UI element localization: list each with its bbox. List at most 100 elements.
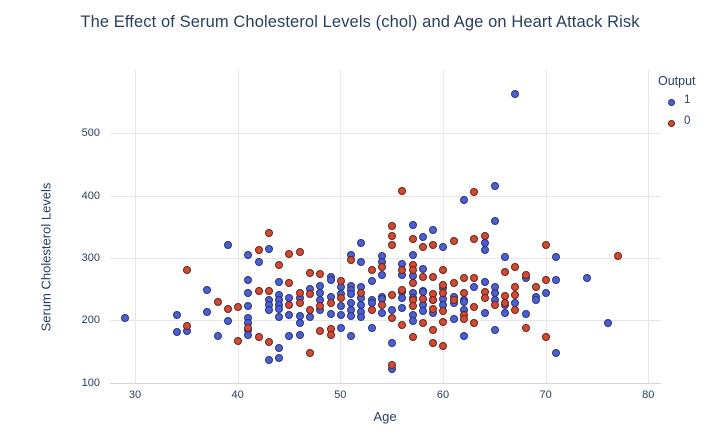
data-point: [460, 274, 468, 283]
x-tick-label: 50: [334, 389, 347, 401]
data-point: [480, 277, 489, 286]
y-tick-label: 400: [81, 189, 100, 202]
data-point: [244, 324, 253, 333]
data-point: [172, 328, 181, 337]
data-point: [501, 268, 510, 277]
x-tick-label: 60: [436, 389, 450, 401]
data-point: [234, 337, 243, 346]
data-point: [326, 298, 335, 307]
data-point: [367, 305, 376, 314]
data-point: [213, 297, 222, 306]
data-point: [295, 331, 304, 340]
data-point: [275, 260, 284, 269]
data-point: [460, 297, 468, 306]
data-point: [542, 333, 551, 342]
data-point: [439, 243, 448, 252]
data-point: [377, 263, 386, 272]
data-point: [398, 286, 407, 295]
data-point: [244, 288, 253, 297]
data-point: [264, 356, 273, 365]
data-point: [182, 265, 191, 274]
data-point: [511, 305, 520, 314]
y-tick-label: 300: [81, 252, 100, 265]
legend: Output 1 0: [650, 74, 718, 136]
data-point: [295, 298, 304, 307]
data-point: [336, 301, 345, 310]
data-point: [470, 302, 479, 311]
data-point: [388, 222, 397, 231]
data-point: [295, 289, 304, 298]
data-point: [326, 275, 335, 284]
gridline-horizontal: [110, 133, 661, 135]
data-point: [408, 278, 417, 287]
data-point: [480, 294, 489, 303]
data-point: [408, 266, 417, 275]
data-point: [295, 318, 304, 327]
plot-area[interactable]: [110, 70, 661, 384]
data-point: [501, 299, 510, 308]
data-point: [336, 294, 345, 303]
data-point: [542, 275, 551, 284]
data-point: [244, 301, 253, 310]
data-point: [439, 280, 448, 289]
legend-item-0[interactable]: 0: [650, 115, 718, 136]
data-point: [408, 250, 417, 259]
data-point: [316, 270, 325, 279]
data-point: [398, 266, 407, 275]
data-point: [418, 265, 427, 274]
data-point: [408, 333, 417, 342]
data-point: [521, 310, 530, 318]
data-point: [418, 318, 427, 327]
data-point: [470, 187, 479, 196]
data-point: [470, 318, 479, 327]
data-point: [306, 290, 315, 299]
data-point: [285, 249, 294, 258]
data-point: [470, 235, 479, 244]
data-point: [347, 290, 356, 299]
chart-title: The Effect of Serum Cholesterol Levels (…: [80, 13, 640, 31]
data-point: [275, 344, 284, 353]
data-point: [388, 313, 397, 322]
data-point: [490, 181, 499, 190]
x-tick-label: 40: [231, 389, 244, 401]
data-point: [377, 301, 386, 310]
data-point: [388, 361, 397, 370]
gridline-vertical: [135, 70, 136, 383]
data-point: [244, 275, 253, 284]
data-point: [398, 294, 407, 303]
data-point: [552, 276, 561, 285]
data-point: [285, 310, 294, 319]
legend-item-1[interactable]: 1: [650, 94, 718, 115]
data-point: [418, 295, 427, 304]
data-point: [480, 246, 489, 255]
data-point: [275, 312, 284, 321]
data-point: [336, 276, 345, 285]
data-point: [347, 311, 356, 320]
data-point: [439, 265, 448, 274]
data-point: [347, 332, 356, 341]
data-point: [213, 332, 222, 341]
data-point: [583, 273, 592, 282]
data-point: [347, 255, 356, 264]
data-point: [521, 270, 530, 279]
data-point: [449, 295, 458, 304]
data-point: [254, 333, 263, 342]
data-point: [490, 301, 499, 310]
data-point: [316, 326, 325, 335]
data-point: [244, 250, 253, 259]
data-point: [460, 195, 468, 204]
data-point: [531, 283, 540, 292]
data-point: [408, 301, 417, 310]
data-point: [429, 305, 438, 314]
data-point: [388, 339, 397, 348]
data-point: [460, 289, 468, 298]
gridline-horizontal: [110, 195, 661, 197]
data-point: [408, 317, 417, 326]
data-point: [306, 305, 315, 314]
data-point: [264, 338, 273, 347]
legend-item-label: 0: [684, 115, 691, 127]
gridline-vertical: [545, 70, 547, 383]
data-point: [336, 310, 345, 319]
data-point: [285, 300, 294, 309]
